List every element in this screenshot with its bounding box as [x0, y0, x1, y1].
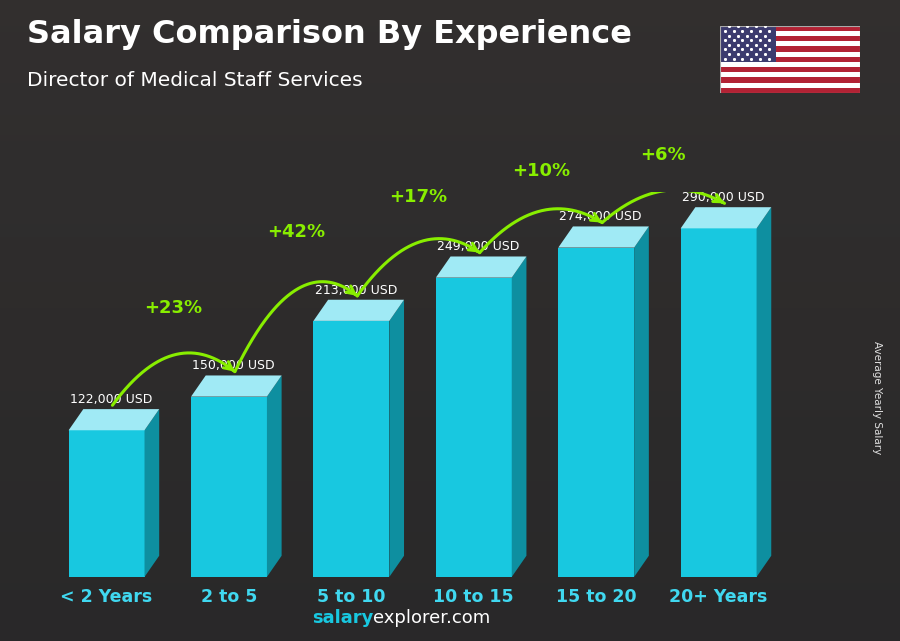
- Text: 290,000 USD: 290,000 USD: [682, 191, 764, 204]
- Bar: [720, 88, 859, 93]
- Bar: [720, 67, 859, 72]
- Bar: [720, 31, 859, 36]
- Text: salary: salary: [312, 609, 373, 627]
- Bar: [720, 78, 859, 83]
- Text: +17%: +17%: [390, 188, 447, 206]
- Text: Average Yearly Salary: Average Yearly Salary: [872, 341, 883, 454]
- Polygon shape: [267, 376, 282, 577]
- Bar: [720, 51, 859, 56]
- Text: 274,000 USD: 274,000 USD: [560, 210, 642, 223]
- Text: explorer.com: explorer.com: [374, 609, 491, 627]
- Text: Director of Medical Staff Services: Director of Medical Staff Services: [27, 71, 363, 90]
- Text: Salary Comparison By Experience: Salary Comparison By Experience: [27, 19, 632, 50]
- Bar: [720, 56, 859, 62]
- Polygon shape: [191, 397, 267, 577]
- Text: 150,000 USD: 150,000 USD: [192, 360, 274, 372]
- Bar: [720, 72, 859, 78]
- Polygon shape: [757, 207, 771, 577]
- Text: +6%: +6%: [641, 146, 686, 164]
- Polygon shape: [436, 256, 526, 278]
- Text: 122,000 USD: 122,000 USD: [70, 393, 152, 406]
- Polygon shape: [558, 247, 634, 577]
- Bar: [720, 36, 859, 41]
- Polygon shape: [68, 409, 159, 430]
- Bar: [720, 26, 776, 62]
- Text: +42%: +42%: [267, 223, 325, 241]
- Polygon shape: [313, 300, 404, 321]
- Bar: [720, 46, 859, 51]
- Polygon shape: [680, 207, 771, 228]
- Polygon shape: [313, 321, 390, 577]
- Text: 213,000 USD: 213,000 USD: [315, 284, 397, 297]
- Bar: [720, 41, 859, 46]
- Polygon shape: [512, 256, 526, 577]
- Bar: [720, 62, 859, 67]
- Polygon shape: [680, 228, 757, 577]
- Polygon shape: [634, 226, 649, 577]
- Polygon shape: [191, 376, 282, 397]
- Bar: [720, 26, 859, 31]
- Polygon shape: [145, 409, 159, 577]
- Polygon shape: [436, 278, 512, 577]
- Polygon shape: [390, 300, 404, 577]
- Bar: [720, 83, 859, 88]
- Polygon shape: [558, 226, 649, 247]
- Text: 249,000 USD: 249,000 USD: [437, 240, 519, 253]
- Text: +10%: +10%: [512, 162, 570, 179]
- Polygon shape: [68, 430, 145, 577]
- Text: +23%: +23%: [145, 299, 202, 317]
